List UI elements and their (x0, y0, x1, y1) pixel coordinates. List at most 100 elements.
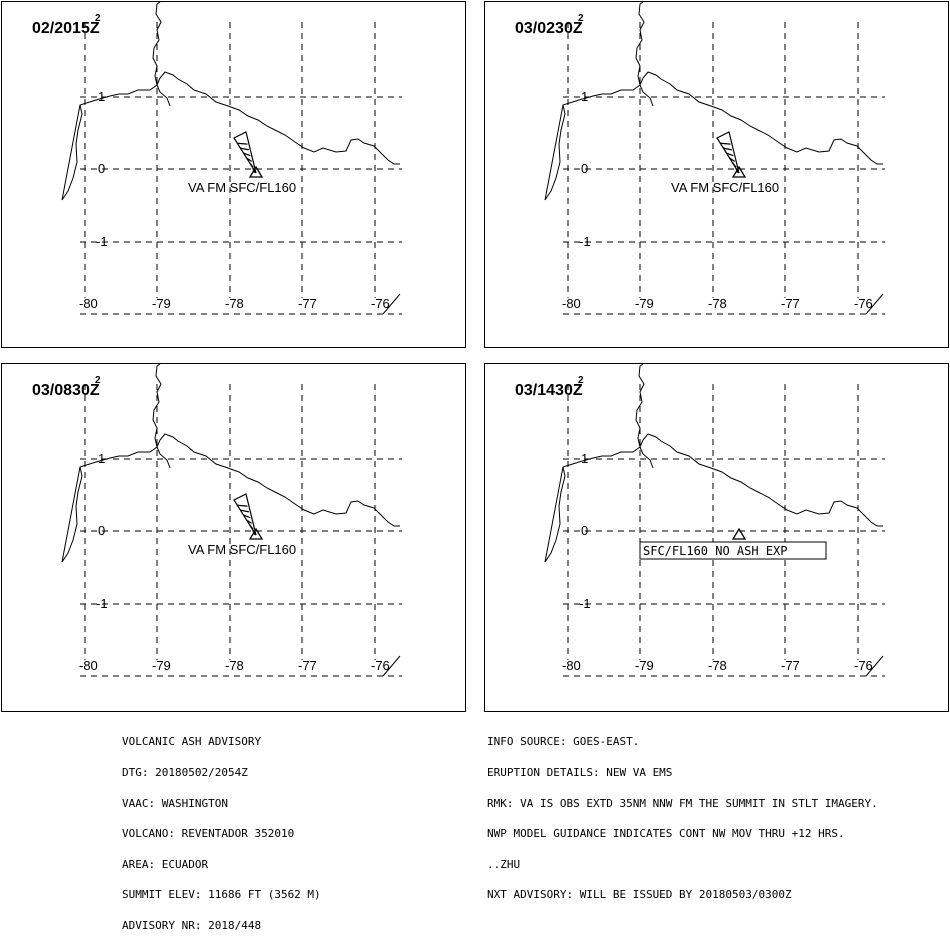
plume-outline (716, 131, 740, 174)
volcano-icon (731, 165, 747, 178)
coastline-path (61, 71, 400, 201)
advisory-line: VAAC: WASHINGTON (122, 796, 228, 810)
graticule (80, 22, 402, 315)
ash-plume (716, 131, 740, 174)
plume-hatch (729, 157, 736, 162)
longitude-label: -77 (781, 296, 800, 311)
graticule (563, 22, 885, 315)
panel-time-superscript: 2 (95, 375, 101, 386)
ash-plume (233, 493, 257, 536)
longitude-label: -80 (79, 658, 98, 673)
longitude-label: -77 (298, 296, 317, 311)
panel-time-superscript: 2 (578, 13, 584, 24)
panel-time-superscript: 2 (95, 13, 101, 24)
border-path (156, 446, 171, 469)
map-svg: 1 0 -1 -80 -79 -78 -77 -76 VA FM SFC/FL160 (61, 364, 402, 677)
plume-hatch (720, 142, 731, 145)
longitude-label: -79 (152, 658, 171, 673)
coastline (61, 364, 400, 563)
plume-hatch (726, 152, 734, 157)
ash-annotation: SFC/FL160 NO ASH EXP (643, 544, 788, 558)
plume-outline (233, 131, 257, 174)
panel-time-text: 03/0830Z (32, 382, 100, 399)
plume-hatch (237, 504, 248, 507)
longitude-label: -78 (708, 658, 727, 673)
plume-hatch (249, 162, 254, 168)
latitude-label: 1 (581, 451, 588, 466)
latitude-label: 1 (98, 451, 105, 466)
latitude-label: -1 (96, 596, 108, 611)
longitude-label: -80 (562, 658, 581, 673)
latitude-label: -1 (579, 596, 591, 611)
advisory-line: ADVISORY NR: 2018/448 (122, 919, 262, 933)
panel-time-label: 03/0230Z 2 (515, 13, 584, 38)
border-path (639, 446, 654, 469)
plume-outline (233, 493, 257, 536)
plume-hatch (240, 147, 250, 151)
plume-hatch (237, 142, 248, 145)
latitude-label: 1 (581, 89, 588, 104)
panel-time-superscript: 2 (578, 375, 584, 386)
plume-hatch (723, 147, 733, 151)
map-panel-3: 1 0 -1 -80 -79 -78 -77 -76 VA FM SFC/FL160 03/083… (1, 363, 466, 712)
graticule (563, 384, 885, 677)
plume-hatch (246, 519, 253, 524)
plume-hatch (732, 162, 737, 168)
advisory-line: RMK: VA IS OBS EXTD 35NM NNW FM THE SUMM… (487, 796, 878, 810)
corner-mark (865, 293, 884, 315)
graticule (80, 384, 402, 677)
coastline (544, 2, 883, 201)
map-panel-2: 1 0 -1 -80 -79 -78 -77 -76 VA FM SFC/FL160 03/023… (484, 1, 949, 348)
map-panel-4: 1 0 -1 -80 -79 -78 -77 -76 SFC/FL160 NO ASH EXP 0… (484, 363, 949, 712)
advisory-line: DTG: 20180502/2054Z (122, 766, 248, 780)
panel-time-label: 03/1430Z 2 (515, 375, 584, 400)
advisory-line: AREA: ECUADOR (122, 857, 209, 871)
panel-time-text: 03/0230Z (515, 20, 583, 37)
latitude-label: -1 (579, 234, 591, 249)
volcano-icon (248, 527, 264, 540)
map-svg: 1 0 -1 -80 -79 -78 -77 -76 SFC/FL160 NO ASH EXP (544, 364, 885, 677)
border-path (635, 2, 645, 86)
border-path (156, 84, 171, 107)
coastline-path (544, 71, 883, 201)
longitude-label: -78 (225, 296, 244, 311)
panel-time-text: 03/1430Z (515, 382, 583, 399)
latitude-label: 0 (581, 523, 588, 538)
plume-hatch (249, 524, 254, 530)
longitude-label: -77 (781, 658, 800, 673)
border-path (639, 84, 654, 107)
latitude-label: -1 (96, 234, 108, 249)
longitude-label: -79 (152, 296, 171, 311)
longitude-label: -79 (635, 296, 654, 311)
longitude-label: -78 (708, 296, 727, 311)
plume-hatch (240, 509, 250, 513)
border-path (635, 364, 645, 448)
corner-mark (865, 655, 884, 677)
advisory-line: SUMMIT ELEV: 11686 FT (3562 M) (122, 888, 321, 902)
corner-mark (382, 293, 401, 315)
longitude-label: -76 (854, 658, 873, 673)
latitude-label: 0 (98, 161, 105, 176)
advisory-header-left: VOLCANIC ASH ADVISORY DTG: 20180502/2054… (122, 717, 321, 941)
volcano-icon (731, 527, 747, 540)
plume-hatch (243, 152, 251, 157)
ash-plume (233, 131, 257, 174)
map-panel-1: 1 0 -1 -80 -79 -78 -77 -76 VA FM SFC/FL160 02/201… (1, 1, 466, 348)
panel-time-label: 02/2015Z 2 (32, 13, 101, 38)
volcano-icon (248, 165, 264, 178)
coastline-path (544, 433, 883, 563)
advisory-line: ERUPTION DETAILS: NEW VA EMS (487, 766, 673, 780)
advisory-line: NXT ADVISORY: WILL BE ISSUED BY 20180503… (487, 888, 792, 902)
coastline (61, 2, 400, 201)
ash-annotation: VA FM SFC/FL160 (671, 180, 779, 195)
latitude-label: 1 (98, 89, 105, 104)
advisory-line: NWP MODEL GUIDANCE INDICATES CONT NW MOV… (487, 827, 845, 841)
plume-hatch (243, 514, 251, 519)
border-path (152, 2, 162, 86)
longitude-label: -76 (854, 296, 873, 311)
longitude-label: -80 (79, 296, 98, 311)
panel-time-label: 03/0830Z 2 (32, 375, 101, 400)
longitude-label: -79 (635, 658, 654, 673)
advisory-line: VOLCANIC ASH ADVISORY (122, 735, 262, 749)
advisory-line: VOLCANO: REVENTADOR 352010 (122, 827, 295, 841)
